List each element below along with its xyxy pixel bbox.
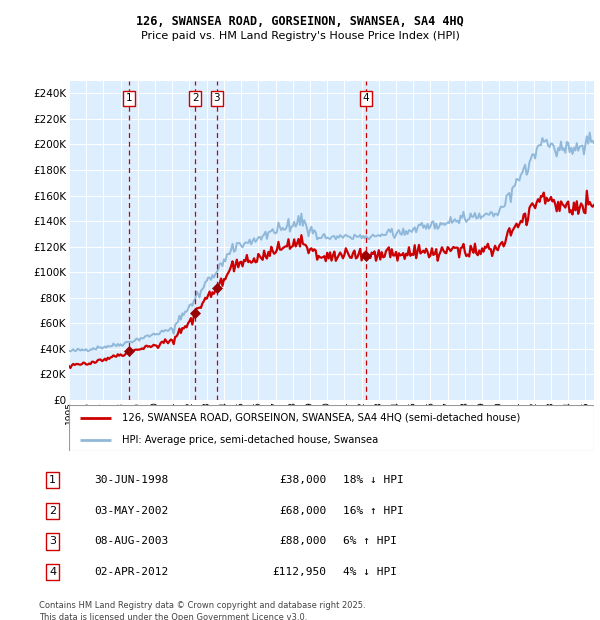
Text: 126, SWANSEA ROAD, GORSEINON, SWANSEA, SA4 4HQ (semi-detached house): 126, SWANSEA ROAD, GORSEINON, SWANSEA, S…: [121, 413, 520, 423]
Text: 1: 1: [126, 94, 133, 104]
Text: Contains HM Land Registry data © Crown copyright and database right 2025.: Contains HM Land Registry data © Crown c…: [39, 601, 365, 611]
Text: 18% ↓ HPI: 18% ↓ HPI: [343, 475, 403, 485]
Text: 1: 1: [49, 475, 56, 485]
Text: £112,950: £112,950: [272, 567, 326, 577]
Text: Price paid vs. HM Land Registry's House Price Index (HPI): Price paid vs. HM Land Registry's House …: [140, 31, 460, 41]
Text: 2: 2: [49, 506, 56, 516]
Text: £68,000: £68,000: [279, 506, 326, 516]
Text: £38,000: £38,000: [279, 475, 326, 485]
Text: This data is licensed under the Open Government Licence v3.0.: This data is licensed under the Open Gov…: [39, 613, 307, 620]
Text: 30-JUN-1998: 30-JUN-1998: [94, 475, 169, 485]
Text: £88,000: £88,000: [279, 536, 326, 546]
Text: 4: 4: [362, 94, 369, 104]
Text: 3: 3: [214, 94, 220, 104]
Text: 02-APR-2012: 02-APR-2012: [94, 567, 169, 577]
Text: 126, SWANSEA ROAD, GORSEINON, SWANSEA, SA4 4HQ: 126, SWANSEA ROAD, GORSEINON, SWANSEA, S…: [136, 16, 464, 28]
Text: 6% ↑ HPI: 6% ↑ HPI: [343, 536, 397, 546]
Text: 3: 3: [49, 536, 56, 546]
Text: 16% ↑ HPI: 16% ↑ HPI: [343, 506, 403, 516]
Text: 4: 4: [49, 567, 56, 577]
Text: 08-AUG-2003: 08-AUG-2003: [94, 536, 169, 546]
Text: HPI: Average price, semi-detached house, Swansea: HPI: Average price, semi-detached house,…: [121, 435, 378, 445]
Text: 4% ↓ HPI: 4% ↓ HPI: [343, 567, 397, 577]
Text: 03-MAY-2002: 03-MAY-2002: [94, 506, 169, 516]
Text: 2: 2: [192, 94, 199, 104]
